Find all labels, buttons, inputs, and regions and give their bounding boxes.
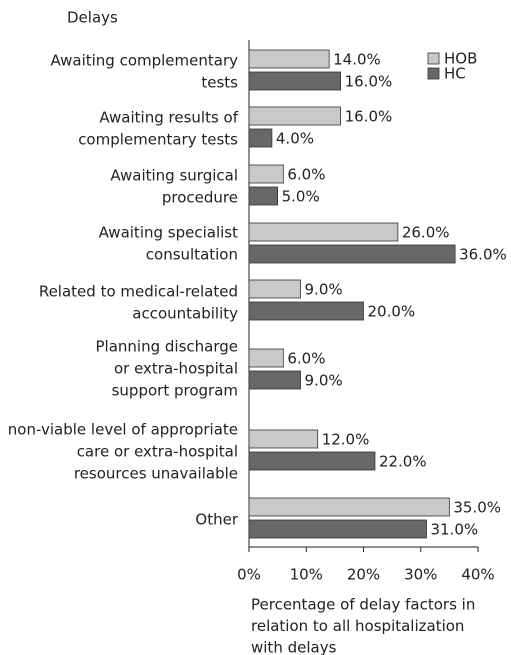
value-label: 22.0% (379, 453, 427, 471)
value-label: 4.0% (276, 130, 314, 148)
bar (248, 106, 341, 126)
category-label: Planning discharge (96, 338, 239, 356)
value-label: 16.0% (345, 108, 393, 126)
bar (248, 429, 319, 449)
category-label: Awaiting complementary (50, 52, 238, 70)
value-label: 16.0% (345, 73, 393, 91)
bar (248, 128, 273, 148)
value-label: 36.0% (459, 246, 507, 264)
bar (248, 49, 330, 69)
x-tick-label: 40% (461, 566, 494, 584)
category-label: Other (195, 511, 238, 529)
x-axis-label: relation to all hospitalization (251, 617, 464, 635)
x-axis-label: with delays (251, 639, 337, 655)
category-label: care or extra-hospital (77, 443, 238, 461)
x-tick-label: 10% (290, 566, 323, 584)
bar (248, 370, 301, 390)
category-label: non-viable level of appropriate (8, 421, 238, 439)
x-tick-label: 30% (404, 566, 437, 584)
bar (248, 222, 399, 242)
bar (248, 244, 456, 264)
bar (248, 519, 427, 539)
value-label: 5.0% (282, 188, 320, 206)
value-label: 14.0% (333, 51, 381, 69)
legend-swatch (427, 67, 440, 80)
bar (248, 497, 450, 517)
bar (248, 186, 279, 206)
x-tick-label: 20% (347, 566, 380, 584)
category-label: support program (112, 382, 238, 400)
category-label: or extra-hospital (114, 360, 238, 378)
category-label: tests (201, 74, 238, 92)
value-label: 9.0% (305, 372, 343, 390)
bar (248, 451, 376, 471)
category-label: Awaiting specialist (99, 224, 238, 242)
bar (248, 301, 364, 321)
x-tick-label: 0% (237, 566, 261, 584)
value-label: 9.0% (305, 281, 343, 299)
category-label: Awaiting surgical (110, 167, 238, 185)
category-label: Awaiting results of (99, 109, 238, 127)
value-label: 20.0% (368, 303, 416, 321)
value-label: 6.0% (287, 350, 325, 368)
category-label: Related to medical-related (39, 283, 238, 301)
value-label: 26.0% (402, 224, 450, 242)
category-label: complementary tests (78, 131, 238, 149)
category-label: procedure (162, 189, 238, 207)
bar (248, 164, 284, 184)
value-label: 6.0% (287, 166, 325, 184)
bar (248, 279, 301, 299)
bar (248, 348, 284, 368)
legend-label: HC (444, 65, 466, 83)
value-label: 31.0% (430, 521, 478, 539)
legend-label: HOB (444, 50, 477, 68)
category-label: consultation (146, 246, 238, 264)
chart-title: Delays (67, 9, 118, 27)
category-label: accountability (132, 305, 238, 323)
bar (248, 71, 341, 91)
x-axis-label: Percentage of delay factors in (251, 596, 475, 614)
legend-swatch (427, 52, 440, 65)
value-label: 12.0% (322, 431, 370, 449)
category-label: resources unavailable (74, 465, 238, 483)
value-label: 35.0% (453, 499, 501, 517)
